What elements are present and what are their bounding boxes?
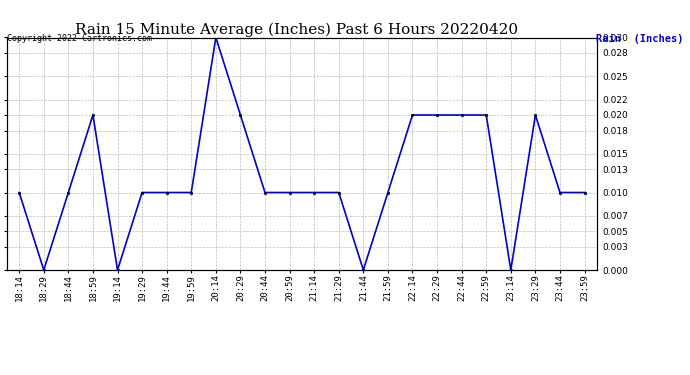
Text: Rain  (Inches): Rain (Inches) — [595, 34, 683, 44]
Text: Rain 15 Minute Average (Inches) Past 6 Hours 20220420: Rain 15 Minute Average (Inches) Past 6 H… — [75, 22, 518, 37]
Text: Copyright 2022 Cartronics.com: Copyright 2022 Cartronics.com — [7, 34, 152, 43]
